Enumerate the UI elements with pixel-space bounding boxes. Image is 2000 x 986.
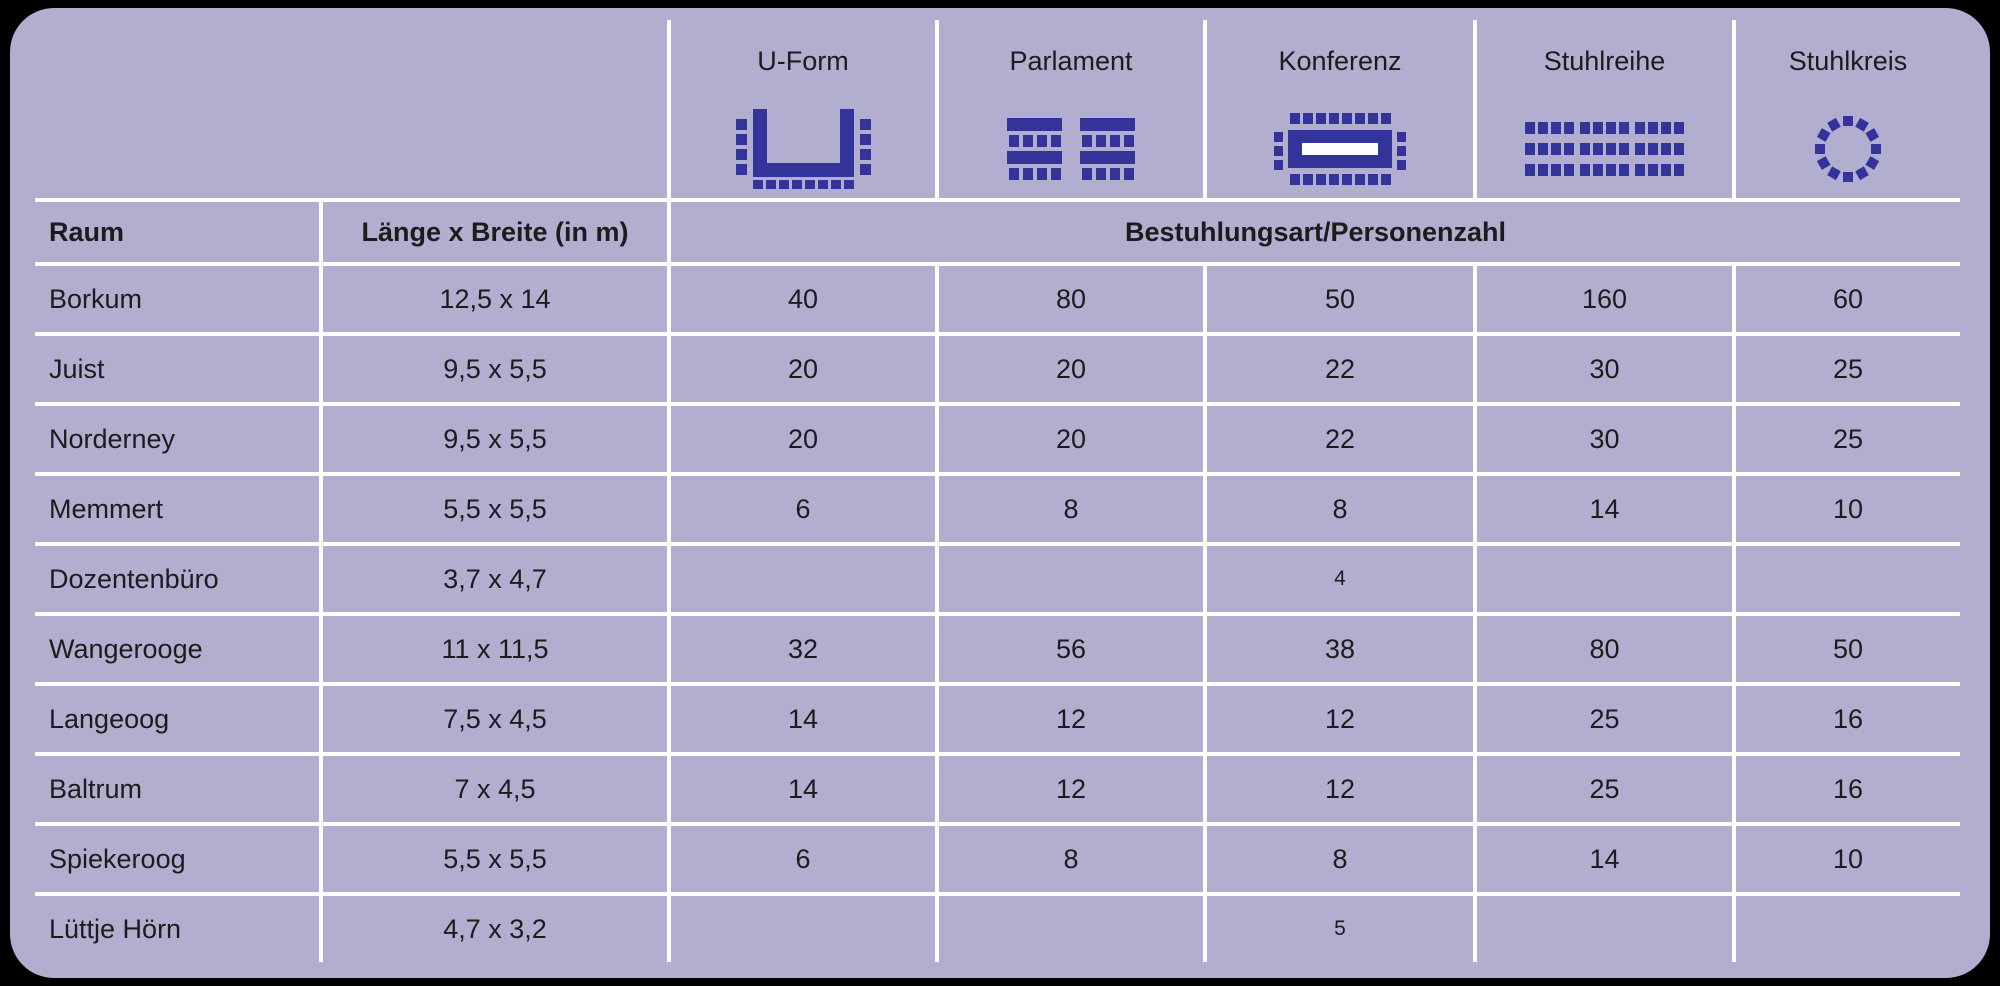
capacity-value: 6 bbox=[667, 822, 935, 892]
room-size: 3,7 x 4,7 bbox=[319, 542, 667, 612]
room-size: 11 x 11,5 bbox=[319, 612, 667, 682]
room-capacity-panel: U-Form Parlament bbox=[10, 8, 1990, 978]
capacity-value: 16 bbox=[1732, 682, 1960, 752]
capacity-value: 22 bbox=[1203, 332, 1473, 402]
capacity-value: 20 bbox=[667, 402, 935, 472]
column-header-stuhlkreis: Stuhlkreis bbox=[1732, 20, 1960, 198]
capacity-value: 5 bbox=[1203, 892, 1473, 962]
capacity-value: 8 bbox=[935, 822, 1203, 892]
parlament-icon bbox=[939, 100, 1203, 198]
capacity-value: 30 bbox=[1473, 332, 1732, 402]
capacity-value: 22 bbox=[1203, 402, 1473, 472]
capacity-value: 14 bbox=[667, 682, 935, 752]
room-size: 7 x 4,5 bbox=[319, 752, 667, 822]
capacity-value: 20 bbox=[667, 332, 935, 402]
column-header-stuhlreihe: Stuhlreihe bbox=[1473, 20, 1732, 198]
room-name: Borkum bbox=[35, 262, 319, 332]
capacity-value: 10 bbox=[1732, 472, 1960, 542]
capacity-value: 10 bbox=[1732, 822, 1960, 892]
capacity-value: 8 bbox=[1203, 822, 1473, 892]
room-name: Norderney bbox=[35, 402, 319, 472]
room-name: Juist bbox=[35, 332, 319, 402]
capacity-value: 40 bbox=[667, 262, 935, 332]
capacity-value: 25 bbox=[1473, 752, 1732, 822]
capacity-value: 14 bbox=[667, 752, 935, 822]
stuhlkreis-icon bbox=[1736, 100, 1960, 198]
column-label: Stuhlkreis bbox=[1788, 46, 1908, 76]
column-label: Konferenz bbox=[1278, 46, 1402, 76]
capacity-value: 80 bbox=[935, 262, 1203, 332]
capacity-value: 12 bbox=[1203, 752, 1473, 822]
stuhlreihe-icon bbox=[1477, 100, 1732, 198]
room-name: Lüttje Hörn bbox=[35, 892, 319, 962]
capacity-value: 12 bbox=[935, 682, 1203, 752]
capacity-value: 14 bbox=[1473, 472, 1732, 542]
u-form-icon bbox=[671, 100, 935, 198]
capacity-value: 14 bbox=[1473, 822, 1732, 892]
column-header-konferenz: Konferenz bbox=[1203, 20, 1473, 198]
room-name: Langeoog bbox=[35, 682, 319, 752]
room-name: Dozentenbüro bbox=[35, 542, 319, 612]
capacity-value: 20 bbox=[935, 402, 1203, 472]
room-name: Memmert bbox=[35, 472, 319, 542]
capacity-value: 25 bbox=[1732, 402, 1960, 472]
capacity-value: 60 bbox=[1732, 262, 1960, 332]
capacity-value: 12 bbox=[1203, 682, 1473, 752]
capacity-value: 50 bbox=[1203, 262, 1473, 332]
capacity-value bbox=[667, 542, 935, 612]
capacity-value: 80 bbox=[1473, 612, 1732, 682]
column-label: Parlament bbox=[1009, 46, 1133, 76]
room-name: Spiekeroog bbox=[35, 822, 319, 892]
capacity-value: 38 bbox=[1203, 612, 1473, 682]
blank-header-cell bbox=[35, 20, 667, 198]
capacity-value: 12 bbox=[935, 752, 1203, 822]
capacity-value bbox=[935, 542, 1203, 612]
room-size: 9,5 x 5,5 bbox=[319, 402, 667, 472]
capacity-value: 160 bbox=[1473, 262, 1732, 332]
capacity-value bbox=[1473, 892, 1732, 962]
room-size: 4,7 x 3,2 bbox=[319, 892, 667, 962]
capacity-value bbox=[667, 892, 935, 962]
column-label: Stuhlreihe bbox=[1543, 46, 1666, 76]
room-size: 9,5 x 5,5 bbox=[319, 332, 667, 402]
column-header-u-form: U-Form bbox=[667, 20, 935, 198]
capacity-value: 32 bbox=[667, 612, 935, 682]
room-size: 5,5 x 5,5 bbox=[319, 472, 667, 542]
capacity-value bbox=[1732, 892, 1960, 962]
seating-group-header: Bestuhlungsart/Personenzahl bbox=[667, 198, 1960, 262]
capacity-value: 8 bbox=[935, 472, 1203, 542]
capacity-value bbox=[935, 892, 1203, 962]
capacity-value: 56 bbox=[935, 612, 1203, 682]
capacity-value: 16 bbox=[1732, 752, 1960, 822]
column-label: U-Form bbox=[757, 46, 849, 76]
room-size: 7,5 x 4,5 bbox=[319, 682, 667, 752]
capacity-table: U-Form Parlament bbox=[35, 20, 1960, 962]
size-column-header: Länge x Breite (in m) bbox=[319, 198, 667, 262]
room-column-header: Raum bbox=[35, 198, 319, 262]
column-header-parlament: Parlament bbox=[935, 20, 1203, 198]
konferenz-icon bbox=[1207, 100, 1473, 198]
room-size: 12,5 x 14 bbox=[319, 262, 667, 332]
capacity-value bbox=[1473, 542, 1732, 612]
capacity-value: 30 bbox=[1473, 402, 1732, 472]
capacity-value: 20 bbox=[935, 332, 1203, 402]
capacity-value bbox=[1732, 542, 1960, 612]
capacity-value: 25 bbox=[1732, 332, 1960, 402]
capacity-value: 50 bbox=[1732, 612, 1960, 682]
capacity-value: 25 bbox=[1473, 682, 1732, 752]
room-name: Wangerooge bbox=[35, 612, 319, 682]
room-size: 5,5 x 5,5 bbox=[319, 822, 667, 892]
capacity-value: 6 bbox=[667, 472, 935, 542]
capacity-value: 8 bbox=[1203, 472, 1473, 542]
room-name: Baltrum bbox=[35, 752, 319, 822]
capacity-value: 4 bbox=[1203, 542, 1473, 612]
